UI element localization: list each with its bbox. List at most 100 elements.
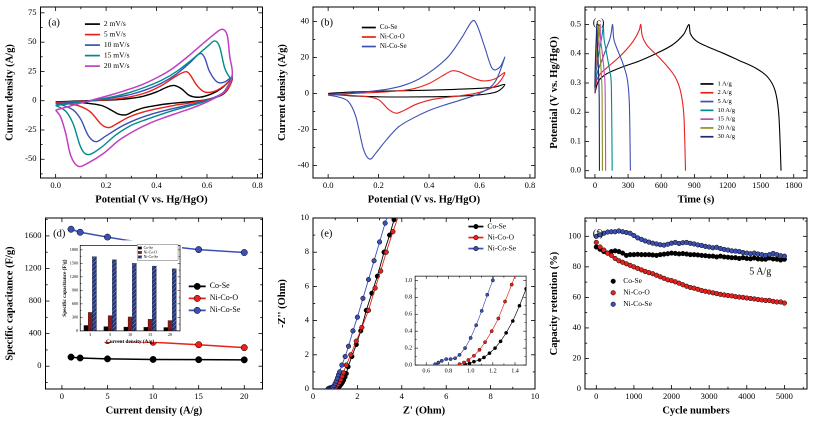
- svg-text:0.6: 0.6: [202, 180, 213, 190]
- svg-text:0: 0: [76, 328, 78, 333]
- svg-text:20: 20: [168, 332, 172, 337]
- svg-text:0.6: 0.6: [405, 312, 413, 318]
- svg-text:8: 8: [305, 246, 309, 256]
- svg-text:0.2: 0.2: [101, 180, 112, 190]
- svg-text:-20: -20: [298, 123, 309, 133]
- svg-text:Capacity retention (%): Capacity retention (%): [549, 251, 560, 355]
- svg-text:5 A/g: 5 A/g: [749, 266, 771, 277]
- svg-text:1.0: 1.0: [467, 368, 475, 374]
- svg-text:0.5: 0.5: [570, 18, 581, 28]
- svg-text:Ni-Co-Se: Ni-Co-Se: [210, 305, 241, 314]
- chart-b-cv-materials: 0.0 0.2 0.4 0.6 0.8 -40 -20 0 20 40 Potential (V v…: [277, 6, 536, 206]
- svg-text:60: 60: [573, 291, 582, 301]
- svg-text:0: 0: [311, 391, 315, 401]
- svg-text:Current density (A/g): Current density (A/g): [106, 338, 155, 345]
- svg-text:25: 25: [28, 65, 37, 75]
- svg-text:2 A/g: 2 A/g: [717, 89, 732, 96]
- svg-text:40: 40: [301, 15, 310, 25]
- svg-text:Ni-Co-Se: Ni-Co-Se: [487, 243, 516, 252]
- svg-text:1200: 1200: [25, 262, 42, 272]
- svg-text:0.8: 0.8: [445, 368, 453, 374]
- svg-text:Ni-Co-O: Ni-Co-O: [623, 287, 650, 296]
- svg-text:20: 20: [301, 51, 310, 61]
- svg-text:Potential (V vs. Hg/HgO): Potential (V vs. Hg/HgO): [549, 36, 560, 149]
- panel-c-gcd-curves: 0 300 600 900 1200 1500 1800 0.0 0.1 0.2 0.3 0.4 0.5…: [545, 0, 817, 211]
- svg-text:Potential (V vs. Hg/HgO): Potential (V vs. Hg/HgO): [368, 195, 481, 206]
- svg-text:0.6: 0.6: [474, 180, 485, 190]
- svg-text:0.0: 0.0: [323, 180, 334, 190]
- svg-text:0: 0: [305, 383, 309, 393]
- svg-text:4000: 4000: [738, 391, 755, 401]
- svg-text:600: 600: [72, 301, 78, 306]
- svg-text:4: 4: [400, 391, 405, 401]
- svg-text:0.2: 0.2: [405, 346, 413, 352]
- svg-text:(e): (e): [321, 228, 333, 239]
- svg-text:(d): (d): [53, 228, 66, 239]
- svg-text:0.0: 0.0: [405, 362, 413, 368]
- svg-text:20 A/g: 20 A/g: [717, 124, 735, 131]
- svg-text:900: 900: [688, 180, 701, 190]
- svg-text:50: 50: [28, 36, 37, 46]
- svg-text:0.4: 0.4: [424, 180, 435, 190]
- svg-text:300: 300: [622, 180, 635, 190]
- svg-text:Potential (V vs. Hg/HgO): Potential (V vs. Hg/HgO): [95, 195, 208, 206]
- svg-text:15: 15: [148, 332, 152, 337]
- svg-text:Ni-Co-O: Ni-Co-O: [487, 232, 514, 241]
- svg-text:15 A/g: 15 A/g: [717, 116, 735, 123]
- svg-text:4: 4: [305, 315, 310, 325]
- svg-text:5 A/g: 5 A/g: [717, 98, 732, 105]
- chart-d-specific-capacitance: 0 5 10 15 20 0 400 800 1200 1600 Current density (…: [5, 217, 263, 417]
- svg-text:5 mV/s: 5 mV/s: [104, 29, 126, 38]
- svg-text:3: 3: [89, 332, 91, 337]
- svg-text:Cycle numbers: Cycle numbers: [662, 406, 729, 417]
- svg-text:75: 75: [28, 7, 37, 17]
- svg-text:2: 2: [355, 391, 359, 401]
- svg-text:1800: 1800: [70, 247, 79, 252]
- svg-text:Co-Se: Co-Se: [144, 246, 154, 250]
- svg-text:10 mV/s: 10 mV/s: [104, 40, 130, 49]
- svg-text:0.4: 0.4: [570, 48, 581, 58]
- svg-text:Ni-Co-O: Ni-Co-O: [144, 250, 158, 254]
- svg-text:5: 5: [109, 332, 111, 337]
- svg-text:0: 0: [305, 87, 309, 97]
- svg-text:0: 0: [577, 383, 581, 393]
- svg-text:-40: -40: [298, 159, 309, 169]
- svg-text:2000: 2000: [663, 391, 680, 401]
- svg-text:0: 0: [32, 95, 36, 105]
- svg-text:900: 900: [72, 287, 78, 292]
- svg-text:10 A/g: 10 A/g: [717, 107, 735, 114]
- svg-text:2: 2: [305, 349, 309, 359]
- svg-text:10: 10: [149, 391, 158, 401]
- svg-text:Specific capacitance (F/g): Specific capacitance (F/g): [61, 259, 68, 316]
- svg-text:300: 300: [72, 314, 78, 319]
- svg-text:Co-Se: Co-Se: [623, 276, 642, 285]
- chart-e-nyquist-eis: 0 2 4 6 8 10 0 2 4 6 8 10 Z' (Ohm) -Z'' (Ohm) Co-Se Ni-…: [277, 212, 539, 417]
- svg-text:0: 0: [37, 360, 41, 370]
- svg-text:Co-Se: Co-Se: [487, 221, 506, 230]
- svg-text:0.8: 0.8: [252, 180, 263, 190]
- svg-text:1 A/g: 1 A/g: [717, 80, 732, 87]
- svg-text:0.8: 0.8: [525, 180, 536, 190]
- svg-text:40: 40: [573, 322, 582, 332]
- svg-text:Co-Se: Co-Se: [380, 23, 398, 31]
- svg-text:-Z'' (Ohm): -Z'' (Ohm): [277, 279, 288, 328]
- svg-text:Specific capacitance (F/g): Specific capacitance (F/g): [5, 246, 16, 361]
- svg-text:Current density (A/g): Current density (A/g): [5, 44, 16, 141]
- chart-f-cycling-stability: 0 1000 2000 3000 4000 5000 0 20 40 60 80 100 Cycle n…: [549, 217, 808, 417]
- svg-text:0.6: 0.6: [422, 368, 430, 374]
- svg-text:100: 100: [568, 230, 581, 240]
- svg-text:1000: 1000: [625, 391, 642, 401]
- svg-text:1.0: 1.0: [405, 278, 413, 284]
- svg-text:1500: 1500: [70, 260, 79, 265]
- svg-text:(f): (f): [593, 228, 604, 239]
- svg-text:1.2: 1.2: [489, 368, 497, 374]
- svg-text:15: 15: [194, 391, 203, 401]
- svg-text:(b): (b): [321, 17, 334, 28]
- svg-text:1600: 1600: [25, 230, 42, 240]
- svg-text:0: 0: [60, 391, 64, 401]
- svg-text:20 mV/s: 20 mV/s: [104, 61, 130, 70]
- svg-text:0.8: 0.8: [405, 295, 413, 301]
- svg-text:5: 5: [105, 391, 109, 401]
- svg-text:Current density (A/g): Current density (A/g): [106, 406, 203, 417]
